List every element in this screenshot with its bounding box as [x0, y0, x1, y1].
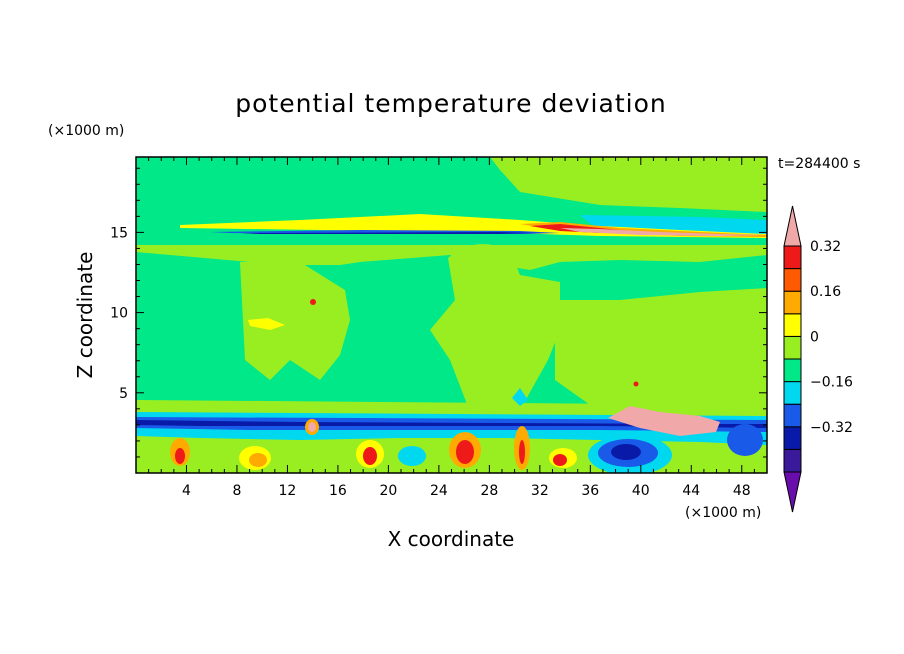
colorbar-box — [783, 448, 802, 473]
y-tick-label: 15 — [110, 225, 128, 241]
y-axis-title: Z coordinate — [73, 252, 97, 379]
colorbar-box — [783, 245, 802, 270]
colorbar-label: 0 — [810, 329, 819, 345]
colorbar-box — [783, 268, 802, 292]
colorbar-label: 0.16 — [810, 284, 841, 300]
colorbar-label: 0.32 — [810, 239, 841, 255]
x-tick-label: 12 — [279, 483, 297, 499]
field-plume-center — [430, 244, 560, 412]
field-mid-perturbation — [248, 318, 285, 330]
x-tick-label: 32 — [531, 483, 549, 499]
field-pink-streak — [560, 228, 767, 236]
y-tick-label: 5 — [119, 386, 128, 402]
colorbar: 0.32 0.16 0 −0.16 −0.32 — [783, 205, 853, 513]
colorbar-box — [783, 290, 802, 315]
y-axis-ticks: 5 10 15 — [110, 167, 767, 458]
field-mid-red-spot — [310, 299, 316, 305]
x-tick-label: 4 — [182, 483, 191, 499]
colorbar-box — [783, 426, 802, 450]
field-orange-streak — [520, 222, 767, 237]
x-tick-label: 40 — [632, 483, 650, 499]
colorbar-box — [783, 403, 802, 428]
colorbar-box — [783, 335, 802, 360]
field-plume-left — [240, 262, 350, 380]
field-surface-cold — [398, 424, 763, 473]
colorbar-box — [783, 313, 802, 337]
y-tick-label: 10 — [110, 306, 128, 322]
x-tick-label: 44 — [682, 483, 700, 499]
x-tick-label: 24 — [430, 483, 448, 499]
colorbar-arrow-high — [783, 205, 802, 247]
time-label: t=284400 s — [778, 156, 860, 172]
chart-title: potential temperature deviation — [235, 89, 666, 118]
x-tick-label: 28 — [480, 483, 498, 499]
x-tick-label: 16 — [329, 483, 347, 499]
field-bl-navy — [136, 420, 767, 428]
y-unit-label: (×1000 m) — [48, 123, 124, 139]
colorbar-box — [783, 358, 802, 383]
plot-area — [136, 157, 767, 473]
field-mid-red-spot-2 — [633, 381, 639, 387]
field-navy-streak — [240, 232, 540, 234]
colorbar-arrow-low — [783, 471, 802, 513]
colorbar-label: −0.16 — [810, 375, 853, 391]
field-upper-positive — [136, 157, 767, 212]
x-tick-label: 20 — [379, 483, 397, 499]
field-surface-warm — [170, 419, 577, 470]
x-tick-label: 36 — [581, 483, 599, 499]
x-unit-label: (×1000 m) — [685, 505, 761, 521]
field-pink-elevated — [608, 406, 720, 436]
field-plume-right — [555, 288, 767, 412]
x-axis-ticks: 4 8 12 16 20 24 28 32 36 40 44 48 — [148, 157, 755, 499]
x-tick-label: 8 — [232, 483, 241, 499]
colorbar-box — [783, 381, 802, 405]
colorbar-label: −0.32 — [810, 420, 853, 436]
x-tick-label: 48 — [733, 483, 751, 499]
field-small-cyan — [512, 388, 528, 406]
x-axis-title: X coordinate — [388, 527, 515, 551]
